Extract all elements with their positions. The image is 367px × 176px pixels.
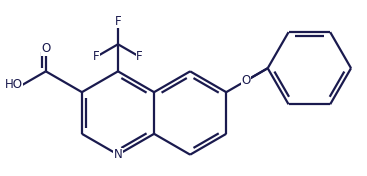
Text: O: O (41, 42, 50, 55)
Text: F: F (136, 50, 143, 63)
Text: F: F (115, 15, 121, 28)
Text: N: N (114, 148, 122, 161)
Text: HO: HO (4, 78, 22, 91)
Text: O: O (241, 74, 251, 87)
Text: F: F (93, 50, 100, 63)
